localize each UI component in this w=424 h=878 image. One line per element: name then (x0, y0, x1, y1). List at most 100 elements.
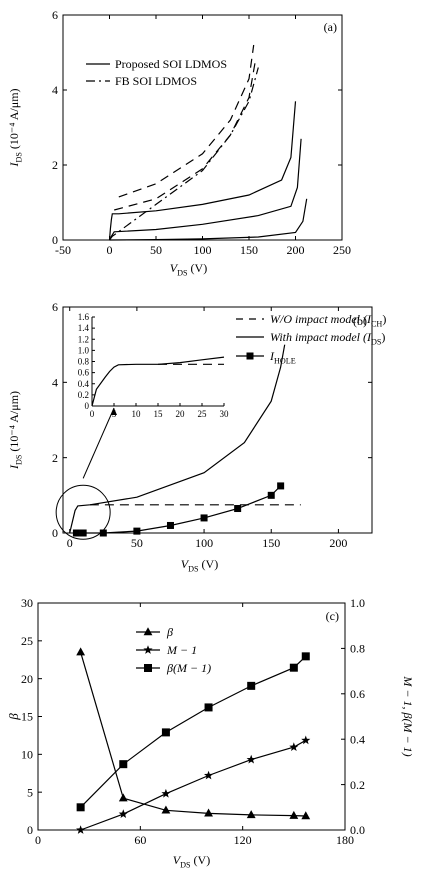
chart-panel-b: 0 50 100 150 2000246(b)00.20.40.60.81.01.21.… (7, 300, 386, 573)
series-line-ids (69, 344, 286, 534)
square-marker (204, 703, 213, 712)
inset-x-tick-label: 25 (198, 409, 208, 419)
ihole-marker (234, 505, 242, 513)
square-marker (247, 681, 256, 690)
y-tick-label: 2 (52, 451, 58, 465)
series-line-0 (108, 101, 297, 241)
x-axis-label: VDS (V) (170, 261, 207, 278)
x-tick-label: 250 (333, 243, 351, 257)
x-tick-label: 100 (194, 243, 212, 257)
y-tick-label: 4 (52, 83, 58, 97)
ihole-marker (277, 482, 285, 490)
x-tick-label: 0 (35, 833, 41, 847)
legend-marker-square (144, 664, 152, 672)
triangle-marker (118, 793, 128, 802)
legend-marker-star (143, 645, 153, 654)
square-marker (301, 652, 310, 661)
y-tick-label: 4 (52, 376, 58, 390)
inset-x-tick-label: 10 (132, 409, 142, 419)
panel-label: (b) (353, 314, 367, 328)
x-tick-label: 200 (287, 243, 305, 257)
y-tick-label: 30 (21, 596, 33, 610)
legend-label: Proposed SOI LDMOS (115, 57, 227, 71)
star-marker (76, 825, 86, 834)
inset-line-ids (91, 356, 225, 407)
legend-label: FB SOI LDMOS (115, 74, 197, 88)
y-right-tick-label: 0.6 (350, 687, 365, 701)
legend-label: With impact model (IDS) (270, 330, 385, 347)
x-tick-label: 50 (131, 536, 143, 550)
y-right-tick-label: 1.0 (350, 596, 365, 610)
inset-x-tick-label: 20 (176, 409, 186, 419)
x-tick-label: 180 (336, 833, 354, 847)
y-right-tick-label: 0.4 (350, 732, 365, 746)
square-marker (161, 728, 170, 737)
inset-x-tick-label: 15 (154, 409, 164, 419)
star-marker (161, 788, 171, 798)
inset-background (92, 317, 224, 406)
series-line-ihole (76, 485, 282, 534)
plot-frame (62, 14, 343, 241)
triangle-marker (301, 811, 311, 820)
panel-label: (c) (326, 609, 339, 623)
inset-x-tick-label: 30 (220, 409, 230, 419)
x-tick-label: 50 (150, 243, 162, 257)
x-tick-label: -50 (55, 243, 71, 257)
y-axis-label-left: β (6, 713, 21, 721)
x-tick-label: 60 (134, 833, 146, 847)
inset-y-tick-label: 1.4 (78, 323, 90, 333)
inset-y-tick-label: 1.6 (78, 312, 90, 322)
x-tick-label: 120 (234, 833, 252, 847)
star-marker (246, 754, 256, 764)
star-marker (301, 735, 311, 745)
y-tick-label: 5 (27, 785, 33, 799)
inset-y-tick-label: 1.0 (78, 345, 90, 355)
triangle-marker (289, 810, 299, 819)
series-line-3 (118, 44, 255, 198)
inset-y-tick-label: 0 (85, 401, 90, 411)
y-axis-label-right: M − 1, β(M − 1) (401, 675, 415, 756)
legend-label: β(M − 1) (166, 661, 211, 675)
x-tick-label: 0 (67, 536, 73, 550)
series-line-1 (80, 739, 307, 831)
ihole-marker (200, 514, 208, 522)
y-tick-label: 20 (21, 672, 33, 686)
panel-label: (a) (324, 20, 337, 34)
triangle-marker (76, 647, 86, 656)
series-line-5 (109, 67, 259, 241)
y-tick-label: 10 (21, 748, 33, 762)
y-tick-label: 6 (52, 8, 58, 22)
series-line-1 (108, 138, 302, 241)
x-tick-label: 0 (107, 243, 113, 257)
ihole-marker (99, 529, 107, 537)
y-axis-label: IDS (10⁻⁴ A/μm) (7, 88, 24, 167)
y-tick-label: 0 (27, 823, 33, 837)
star-marker (204, 770, 214, 780)
square-marker (289, 663, 298, 672)
y-tick-label: 25 (21, 634, 33, 648)
triangle-marker (246, 810, 256, 819)
inset-y-tick-label: 0.6 (78, 368, 90, 378)
inset-y-tick-label: 1.2 (78, 334, 89, 344)
y-right-tick-label: 0.2 (350, 778, 365, 792)
y-tick-label: 2 (52, 158, 58, 172)
x-axis-label: VDS (V) (173, 853, 210, 870)
legend-label: M − 1 (166, 643, 197, 657)
triangle-marker (161, 805, 171, 814)
plot-frame (37, 602, 346, 831)
zoom-ellipse (55, 484, 111, 540)
star-marker (118, 809, 128, 818)
inset-x-tick-label: 0 (90, 409, 95, 419)
y-right-tick-label: 0.0 (350, 823, 365, 837)
star-marker (289, 742, 299, 751)
legend-label: IHOLE (269, 349, 296, 366)
ihole-marker (72, 529, 80, 537)
x-tick-label: 200 (329, 536, 347, 550)
inset-y-tick-label: 0.2 (78, 390, 89, 400)
legend-label: W/O impact model (ICH) (270, 312, 386, 329)
y-tick-label: 0 (52, 526, 58, 540)
y-axis-label: IDS (10⁻⁴ A/μm) (7, 391, 24, 470)
x-tick-label: 150 (240, 243, 258, 257)
